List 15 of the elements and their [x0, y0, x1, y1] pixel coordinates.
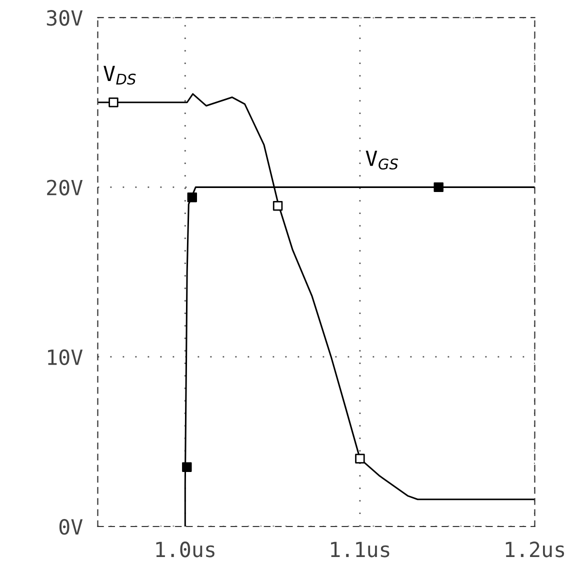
x-tick-label: 1.0us [156, 542, 214, 558]
x-tick-label: 1.2us [506, 542, 564, 558]
y-tick-label: 30V [46, 10, 83, 26]
point [434, 182, 444, 192]
point [272, 201, 283, 211]
point [108, 98, 118, 108]
point [182, 462, 192, 472]
x-tick-label: 1.1us [331, 542, 390, 558]
series-label: V$_{DS}$ [104, 66, 136, 85]
point [355, 454, 365, 464]
y-tick-label: 20V [47, 180, 83, 196]
y-tick-label: 0V [59, 519, 83, 535]
y-tick-label: 10V [48, 349, 83, 366]
point [187, 192, 198, 202]
series-label: V$_{GS}$ [366, 150, 398, 170]
